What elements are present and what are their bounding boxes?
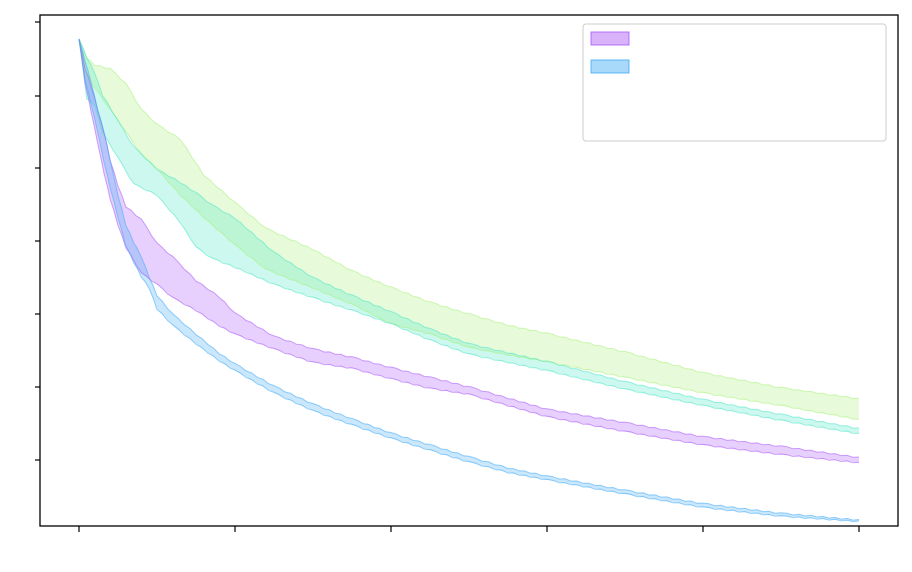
series-upper-edge-2 bbox=[78, 38, 860, 521]
legend-box bbox=[582, 23, 887, 142]
y-axis-ticks bbox=[35, 21, 40, 461]
series-lower-edge-1 bbox=[78, 38, 860, 464]
legend-swatch-1 bbox=[590, 31, 630, 46]
series-lower-edge-2 bbox=[78, 38, 860, 523]
series-edges bbox=[78, 38, 860, 523]
series-upper-edge-3 bbox=[78, 38, 860, 429]
series-upper-edge-1 bbox=[78, 38, 860, 458]
series-lower-edge-4 bbox=[78, 38, 860, 420]
series-lower-edge-3 bbox=[78, 38, 860, 434]
series-upper-edge-4 bbox=[78, 38, 860, 400]
plot-frame bbox=[39, 14, 899, 527]
legend-swatch-2 bbox=[590, 59, 630, 74]
x-axis-ticks bbox=[78, 526, 860, 532]
legend bbox=[582, 23, 887, 142]
series-band-3 bbox=[79, 39, 859, 434]
